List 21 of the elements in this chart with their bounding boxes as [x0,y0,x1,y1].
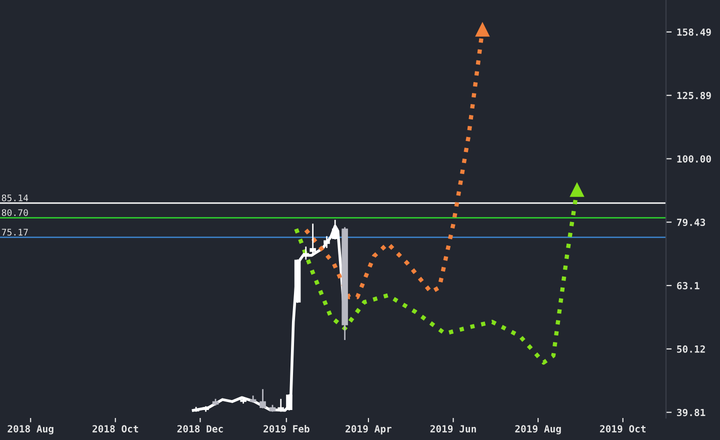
y-tick-label: 100.00 [677,155,711,163]
y-tick-label: 125.89 [677,92,711,100]
x-tick-label: 2019 Feb [264,424,310,433]
x-tick-label: 2019 Apr [346,425,392,434]
x-tick-label: 2018 Aug [8,425,54,434]
x-tick-label: 2019 Jun [430,425,476,433]
ref-line-label: 75.17 [2,228,28,236]
candlestick [260,389,266,408]
y-tick-label: 79.43 [677,218,706,226]
ref-line-label: 85.14 [2,194,28,202]
ref-line-label: 80.70 [2,209,28,216]
y-tick-label: 50.12 [677,345,705,353]
x-tick-label: 2019 Aug [515,425,561,434]
candlestick [324,236,330,248]
y-tick-label: 39.81 [677,408,706,416]
x-tick-label: 2018 Dec [177,425,223,432]
y-tick-label: 63.1 [677,282,700,290]
x-tick-label: 2018 Oct [92,425,138,432]
candlestick [302,246,310,260]
y-tick-label: 158.49 [677,28,711,36]
x-tick-label: 2019 Oct [600,425,646,433]
